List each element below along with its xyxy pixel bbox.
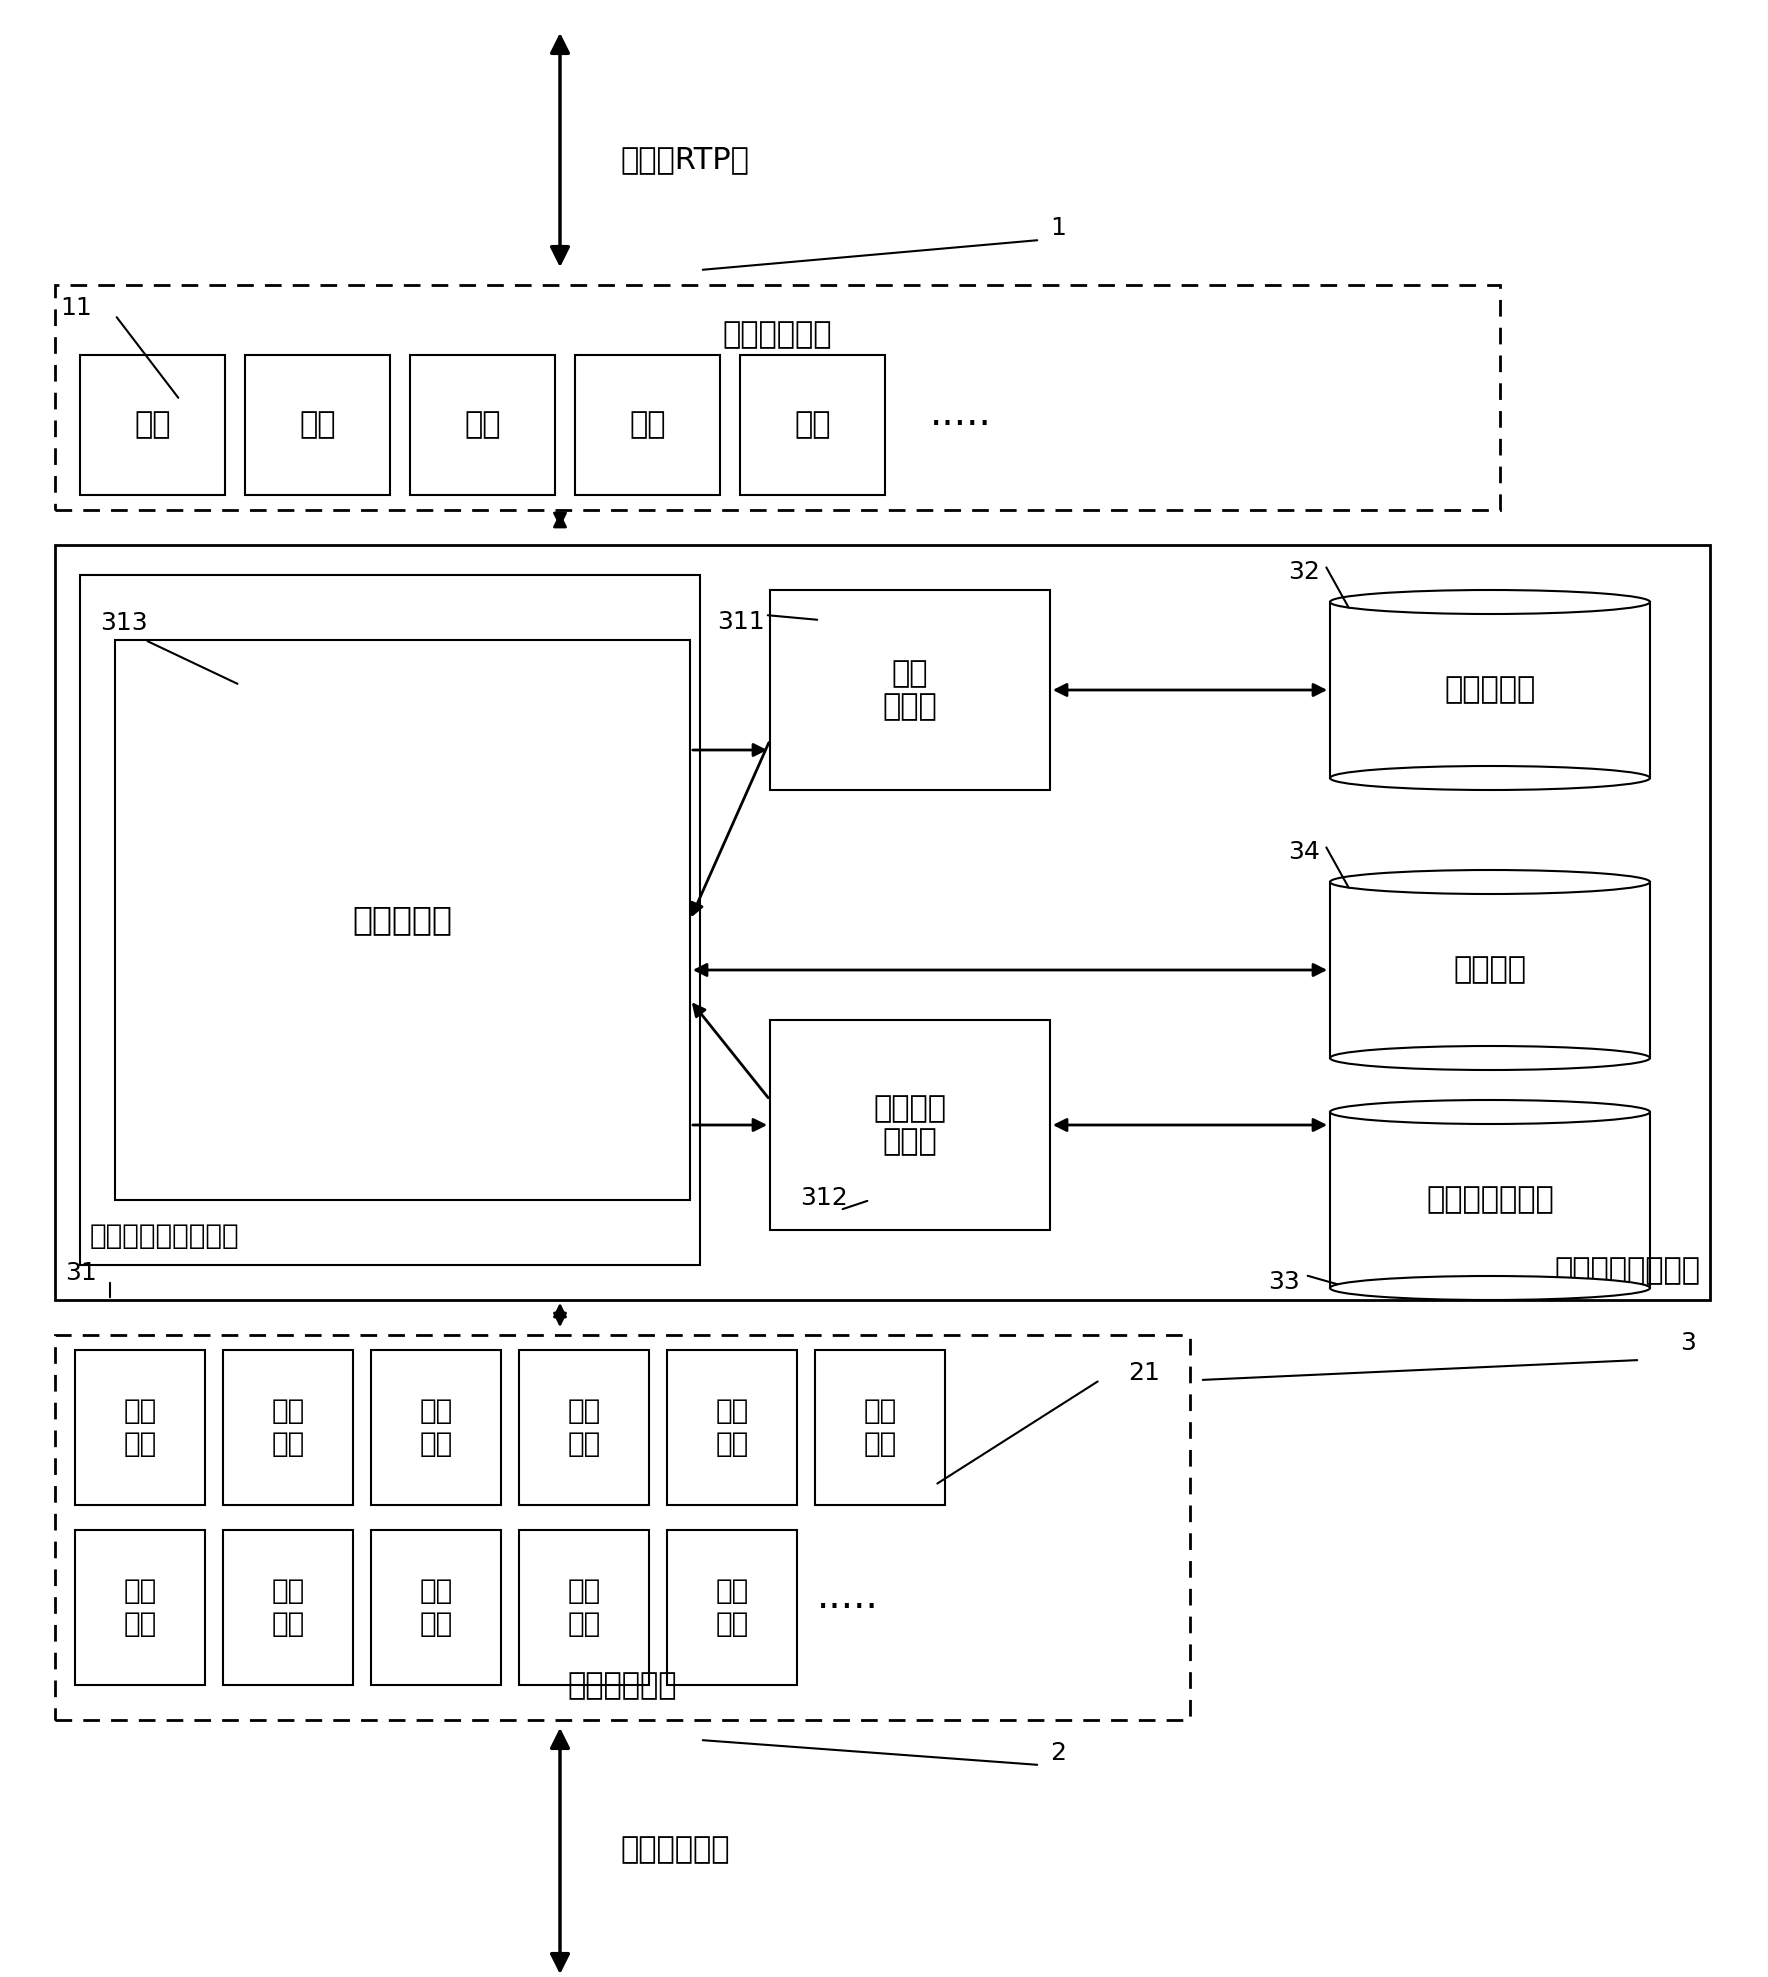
FancyBboxPatch shape <box>80 575 700 1265</box>
Text: 当前拓扑: 当前拓扑 <box>1453 955 1526 985</box>
FancyBboxPatch shape <box>115 641 690 1200</box>
FancyBboxPatch shape <box>667 1530 797 1684</box>
Text: 11: 11 <box>60 297 92 320</box>
Text: 2: 2 <box>1050 1742 1066 1765</box>
Text: 端点
管理器: 端点 管理器 <box>882 658 937 722</box>
FancyBboxPatch shape <box>74 1350 205 1504</box>
Text: 物理
通道: 物理 通道 <box>271 1398 304 1457</box>
Text: 1: 1 <box>1050 215 1066 239</box>
Text: 物理
通道: 物理 通道 <box>568 1578 601 1637</box>
Text: 31: 31 <box>65 1261 97 1285</box>
FancyBboxPatch shape <box>1330 1111 1650 1287</box>
Text: 物理通道信息库: 物理通道信息库 <box>1427 1186 1554 1214</box>
Text: 物理
通道: 物理 通道 <box>716 1578 748 1637</box>
FancyBboxPatch shape <box>520 1530 649 1684</box>
Text: 物理
通道: 物理 通道 <box>124 1578 157 1637</box>
FancyBboxPatch shape <box>815 1350 946 1504</box>
FancyBboxPatch shape <box>1330 603 1650 779</box>
FancyBboxPatch shape <box>55 285 1499 510</box>
Text: 端口动态绑定模块: 端口动态绑定模块 <box>1554 1255 1701 1285</box>
Text: ·····: ····· <box>930 405 992 445</box>
FancyBboxPatch shape <box>246 356 391 494</box>
Text: 端口动态绑定管理器: 端口动态绑定管理器 <box>90 1222 240 1249</box>
Ellipse shape <box>1330 1275 1650 1301</box>
FancyBboxPatch shape <box>520 1350 649 1504</box>
Text: 端点信息库: 端点信息库 <box>1444 676 1536 704</box>
FancyBboxPatch shape <box>371 1350 500 1504</box>
Text: 端点: 端点 <box>299 411 336 439</box>
Ellipse shape <box>1330 870 1650 894</box>
FancyBboxPatch shape <box>80 356 225 494</box>
Text: 端点: 端点 <box>629 411 667 439</box>
Ellipse shape <box>1330 589 1650 615</box>
Text: 信令处理模块: 信令处理模块 <box>723 320 833 350</box>
FancyBboxPatch shape <box>223 1530 354 1684</box>
FancyBboxPatch shape <box>667 1350 797 1504</box>
FancyBboxPatch shape <box>771 589 1050 791</box>
FancyBboxPatch shape <box>410 356 555 494</box>
Text: 物理
通道: 物理 通道 <box>568 1398 601 1457</box>
Text: 物理
通道: 物理 通道 <box>419 1578 453 1637</box>
Text: 物理
通道: 物理 通道 <box>124 1398 157 1457</box>
FancyBboxPatch shape <box>371 1530 500 1684</box>
Text: 物理
通道: 物理 通道 <box>271 1578 304 1637</box>
Text: 端点: 端点 <box>134 411 171 439</box>
FancyBboxPatch shape <box>55 1334 1190 1720</box>
Text: 313: 313 <box>101 611 147 635</box>
Text: 物理
通道: 物理 通道 <box>419 1398 453 1457</box>
Text: 3: 3 <box>1680 1331 1696 1354</box>
FancyBboxPatch shape <box>74 1530 205 1684</box>
FancyBboxPatch shape <box>575 356 720 494</box>
Ellipse shape <box>1330 765 1650 791</box>
Text: 物理通道
管理器: 物理通道 管理器 <box>873 1093 946 1157</box>
FancyBboxPatch shape <box>1330 882 1650 1058</box>
Text: 端点: 端点 <box>465 411 500 439</box>
Text: 拓扑管理器: 拓扑管理器 <box>352 903 453 937</box>
Text: 312: 312 <box>799 1186 847 1210</box>
FancyBboxPatch shape <box>771 1020 1050 1230</box>
Text: 物理
通道: 物理 通道 <box>716 1398 748 1457</box>
Text: 物理
通道: 物理 通道 <box>863 1398 896 1457</box>
Text: 端点: 端点 <box>794 411 831 439</box>
FancyBboxPatch shape <box>55 546 1710 1301</box>
Text: 消息和语音流: 消息和语音流 <box>621 1835 730 1864</box>
FancyBboxPatch shape <box>741 356 886 494</box>
Text: 21: 21 <box>1128 1360 1160 1386</box>
Text: 311: 311 <box>718 611 766 635</box>
Ellipse shape <box>1330 1099 1650 1125</box>
Text: 信令和RTP包: 信令和RTP包 <box>621 146 750 174</box>
FancyBboxPatch shape <box>223 1350 354 1504</box>
Text: 32: 32 <box>1289 559 1321 583</box>
Ellipse shape <box>1330 1046 1650 1070</box>
Text: 33: 33 <box>1268 1269 1299 1295</box>
Text: 语音处理模块: 语音处理模块 <box>568 1671 677 1700</box>
Text: 34: 34 <box>1289 840 1321 864</box>
Text: ·····: ····· <box>817 1588 879 1627</box>
